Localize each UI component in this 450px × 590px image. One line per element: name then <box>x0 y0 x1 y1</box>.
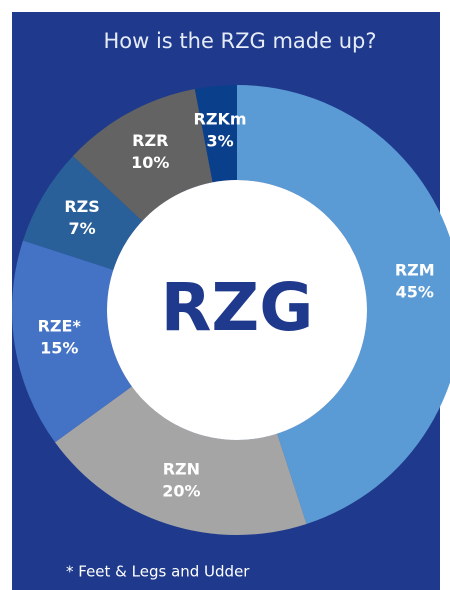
segment-value: 20% <box>162 482 200 501</box>
segment-name: RZKm <box>194 109 247 128</box>
segment-value: 15% <box>40 339 78 358</box>
segment-name: RZE* <box>38 317 82 336</box>
segment-value: 3% <box>206 131 233 150</box>
donut-segment <box>72 88 213 222</box>
segment-value: 45% <box>396 282 434 301</box>
donut-segment <box>11 240 132 443</box>
donut-segment <box>237 85 450 524</box>
donut-segment <box>54 386 307 535</box>
chart-title: How is the RZG made up? <box>103 29 376 53</box>
segment-value: 10% <box>131 153 169 172</box>
donut-segment <box>194 85 237 183</box>
segment-name: RZS <box>64 197 99 216</box>
segment-value: 7% <box>68 219 95 238</box>
center-label: RZG <box>161 269 314 346</box>
segment-name: RZM <box>395 260 435 279</box>
donut-hole <box>107 180 367 440</box>
labels: RZM 45% RZN 20% RZE* 15% RZS 7% RZR 10% RZKm 3% <box>38 109 435 500</box>
donut-segment <box>23 155 143 270</box>
footnote: * Feet & Legs and Udder <box>66 563 250 581</box>
segment-name: RZR <box>132 131 168 150</box>
donut <box>11 85 450 535</box>
segment-name: RZN <box>163 460 200 479</box>
